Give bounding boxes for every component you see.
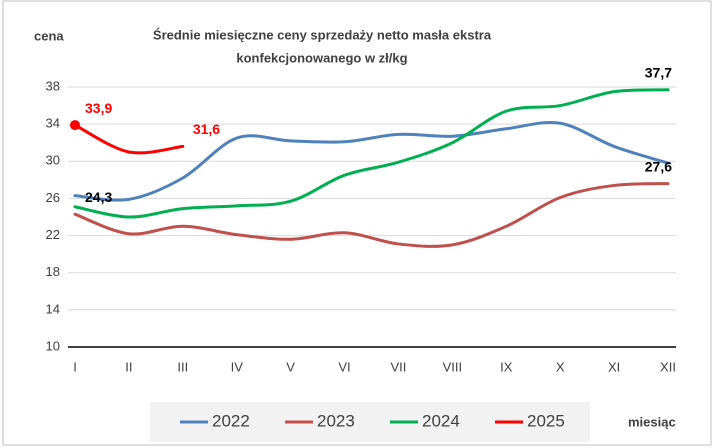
data-label: 27,6 — [645, 158, 672, 174]
x-tick-label: V — [286, 359, 295, 374]
y-tick-label: 38 — [46, 78, 60, 93]
y-tick-label: 34 — [46, 116, 60, 131]
point-marker — [70, 120, 80, 131]
series-line — [73, 123, 185, 155]
data-label: 31,6 — [193, 121, 220, 137]
legend-label: 2023 — [317, 411, 355, 430]
legend-label: 2024 — [422, 411, 460, 430]
y-tick-label: 22 — [46, 227, 60, 242]
x-tick-label: IX — [500, 359, 513, 374]
legend-label: 2025 — [527, 411, 565, 430]
y-tick-label: 18 — [46, 264, 60, 279]
data-label: 24,3 — [85, 189, 112, 205]
x-tick-label: II — [125, 359, 132, 374]
x-tick-label: III — [177, 359, 188, 374]
chart-title: konfekcjonowanego w zł/kg — [236, 50, 407, 65]
data-label: 33,9 — [85, 100, 112, 116]
series-line — [73, 182, 670, 248]
x-tick-label: I — [73, 359, 77, 374]
x-tick-label: VI — [338, 359, 350, 374]
y-axis-label: cena — [34, 28, 64, 43]
x-tick-label: VIII — [443, 359, 463, 374]
x-tick-label: IV — [231, 359, 244, 374]
y-tick-label: 30 — [46, 153, 60, 168]
data-label: 37,7 — [645, 64, 672, 80]
x-tick-label: XII — [660, 359, 676, 374]
x-tick-label: XI — [608, 359, 620, 374]
x-axis-label: miesiąc — [628, 414, 676, 429]
series-line — [73, 121, 670, 202]
y-tick-label: 10 — [46, 338, 60, 353]
y-tick-label: 26 — [46, 190, 60, 205]
legend-label: 2022 — [212, 411, 250, 430]
series-line — [73, 88, 670, 219]
chart-title: Średnie miesięczne ceny sprzedaży netto … — [153, 27, 492, 42]
x-tick-label: VII — [391, 359, 407, 374]
x-tick-label: X — [556, 359, 565, 374]
y-tick-label: 14 — [46, 301, 60, 316]
